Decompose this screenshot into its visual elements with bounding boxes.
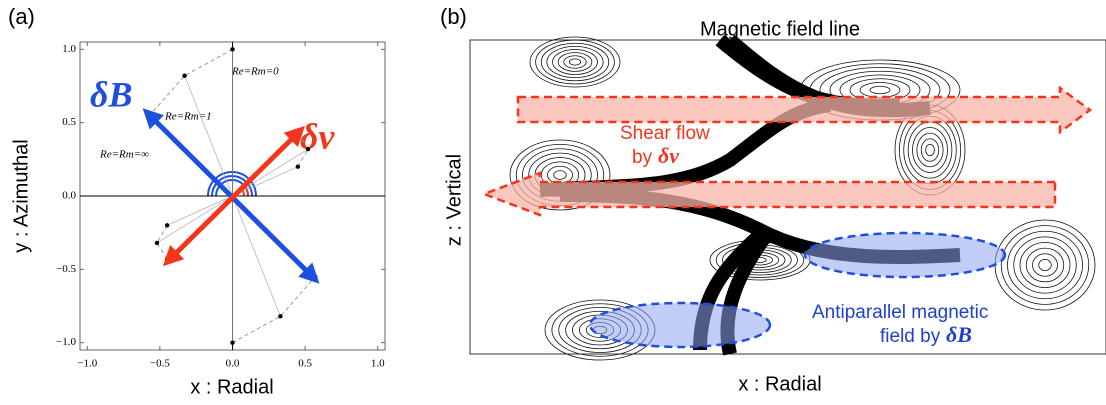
contour — [535, 39, 615, 85]
point — [230, 340, 235, 345]
field-region — [588, 301, 772, 349]
point — [305, 146, 311, 152]
point — [154, 240, 160, 246]
contour — [540, 42, 610, 82]
arrow-label: δB — [90, 74, 132, 114]
contour — [546, 45, 604, 79]
annotation: δB — [946, 322, 972, 347]
contour — [552, 49, 598, 75]
x-axis-label: x : Radial — [738, 373, 821, 395]
contour — [1025, 247, 1065, 283]
arrow — [162, 125, 305, 267]
contour — [557, 52, 593, 72]
contour — [859, 82, 901, 98]
panel-label: (a) — [8, 4, 35, 29]
y-tick-label: 1.0 — [62, 43, 76, 55]
y-axis-label: z : Vertical — [443, 154, 465, 246]
ray — [166, 195, 233, 226]
annotation: Shear flow — [620, 123, 710, 144]
point — [182, 73, 187, 78]
annotation: Antiparallel magnetic — [812, 302, 988, 323]
contour — [1032, 253, 1058, 277]
contour — [568, 58, 582, 66]
y-tick-label: −0.5 — [56, 263, 76, 275]
curve — [232, 276, 316, 344]
x-tick-label: 0.5 — [298, 358, 312, 370]
contour — [916, 132, 944, 168]
y-tick-label: 0.5 — [62, 116, 76, 128]
panel-b: (b) Magnetic field line x : Radial z : V… — [440, 4, 1106, 395]
point — [230, 47, 235, 52]
annotation: Re=Rm=∞ — [99, 149, 149, 161]
annotation: Re=Rm=1 — [164, 111, 212, 123]
contour — [994, 219, 1096, 311]
contour — [1038, 258, 1052, 272]
contour — [925, 143, 935, 157]
contour — [563, 55, 587, 69]
y-tick-label: −1.0 — [56, 336, 76, 348]
x-tick-label: −1.0 — [77, 358, 97, 370]
contour — [1013, 236, 1077, 294]
x-tick-label: 0.0 — [226, 358, 240, 370]
annotation: Re=Rm=0 — [231, 66, 279, 78]
contour — [1000, 225, 1090, 305]
x-axis-label: x : Radial — [190, 376, 273, 398]
contour — [1007, 230, 1083, 300]
annotation: by — [632, 147, 653, 168]
contour — [912, 127, 948, 173]
ray — [184, 75, 233, 197]
curve — [149, 48, 233, 116]
ray — [232, 195, 281, 317]
x-tick-label: 1.0 — [371, 358, 385, 370]
panel-label: (b) — [440, 4, 467, 29]
field-region — [803, 231, 1007, 279]
panel-a: (a) x : Radial y : Azimuthal Re=Rm=0 Re=… — [8, 4, 386, 398]
panel-title: Magnetic field line — [700, 18, 860, 40]
contour — [920, 138, 940, 162]
contour — [1019, 242, 1071, 288]
image-frame — [469, 39, 1106, 355]
y-axis-label: y : Azimuthal — [10, 139, 32, 252]
flow-arrow — [516, 85, 1093, 135]
y-tick-label: 0.0 — [62, 190, 76, 202]
contour — [907, 121, 953, 179]
ray — [232, 166, 299, 197]
contour — [869, 85, 891, 95]
contour — [529, 36, 621, 88]
arrow-label: δv — [300, 116, 335, 156]
contour — [903, 115, 957, 185]
point — [278, 314, 283, 319]
annotation: field by — [880, 326, 941, 347]
annotation: δv — [658, 143, 679, 168]
x-tick-label: −0.5 — [150, 358, 170, 370]
point — [164, 223, 170, 228]
contour — [553, 170, 567, 180]
flow-arrow — [480, 171, 1057, 217]
contour — [509, 139, 611, 211]
point — [295, 164, 301, 169]
